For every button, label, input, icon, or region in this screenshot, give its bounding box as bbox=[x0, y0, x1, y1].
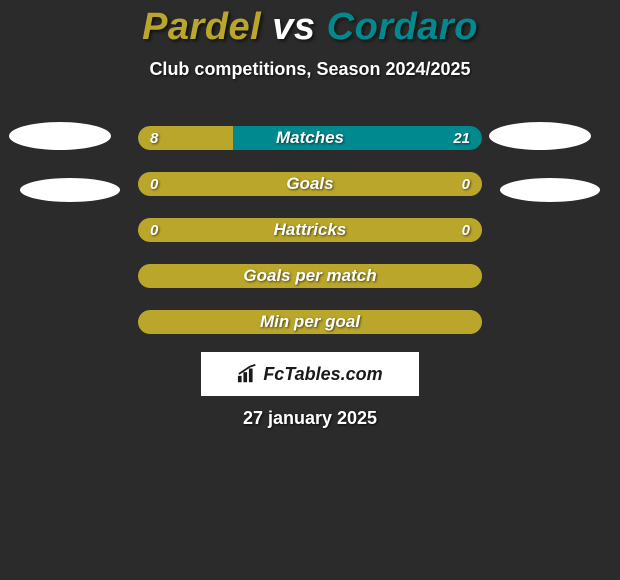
title-player1: Pardel bbox=[142, 6, 261, 48]
stat-bar-row: 00Hattricks bbox=[138, 218, 482, 242]
logo-box: FcTables.com bbox=[201, 352, 419, 396]
stat-bar-row: Goals per match bbox=[138, 264, 482, 288]
avatar-right bbox=[489, 122, 591, 150]
avatar-right-small bbox=[500, 178, 600, 202]
subtitle: Club competitions, Season 2024/2025 bbox=[0, 59, 620, 80]
footer-date: 27 january 2025 bbox=[0, 408, 620, 429]
bar-label: Goals per match bbox=[138, 264, 482, 288]
title-vs: vs bbox=[272, 6, 315, 48]
bar-label: Hattricks bbox=[138, 218, 482, 242]
chart-icon bbox=[237, 364, 259, 384]
bar-label: Matches bbox=[138, 126, 482, 150]
avatar-left bbox=[9, 122, 111, 150]
stat-bar-row: Min per goal bbox=[138, 310, 482, 334]
stat-bar-row: 00Goals bbox=[138, 172, 482, 196]
bar-label: Min per goal bbox=[138, 310, 482, 334]
stat-bars: 821Matches 00Goals 00Hattricks Goals per ma… bbox=[138, 126, 482, 356]
title-player2: Cordaro bbox=[327, 6, 478, 48]
stat-bar-row: 821Matches bbox=[138, 126, 482, 150]
logo-text: FcTables.com bbox=[237, 364, 382, 385]
bar-label: Goals bbox=[138, 172, 482, 196]
logo-label: FcTables.com bbox=[263, 364, 382, 385]
avatar-left-small bbox=[20, 178, 120, 202]
page-title: Pardel vs Cordaro bbox=[0, 0, 620, 49]
